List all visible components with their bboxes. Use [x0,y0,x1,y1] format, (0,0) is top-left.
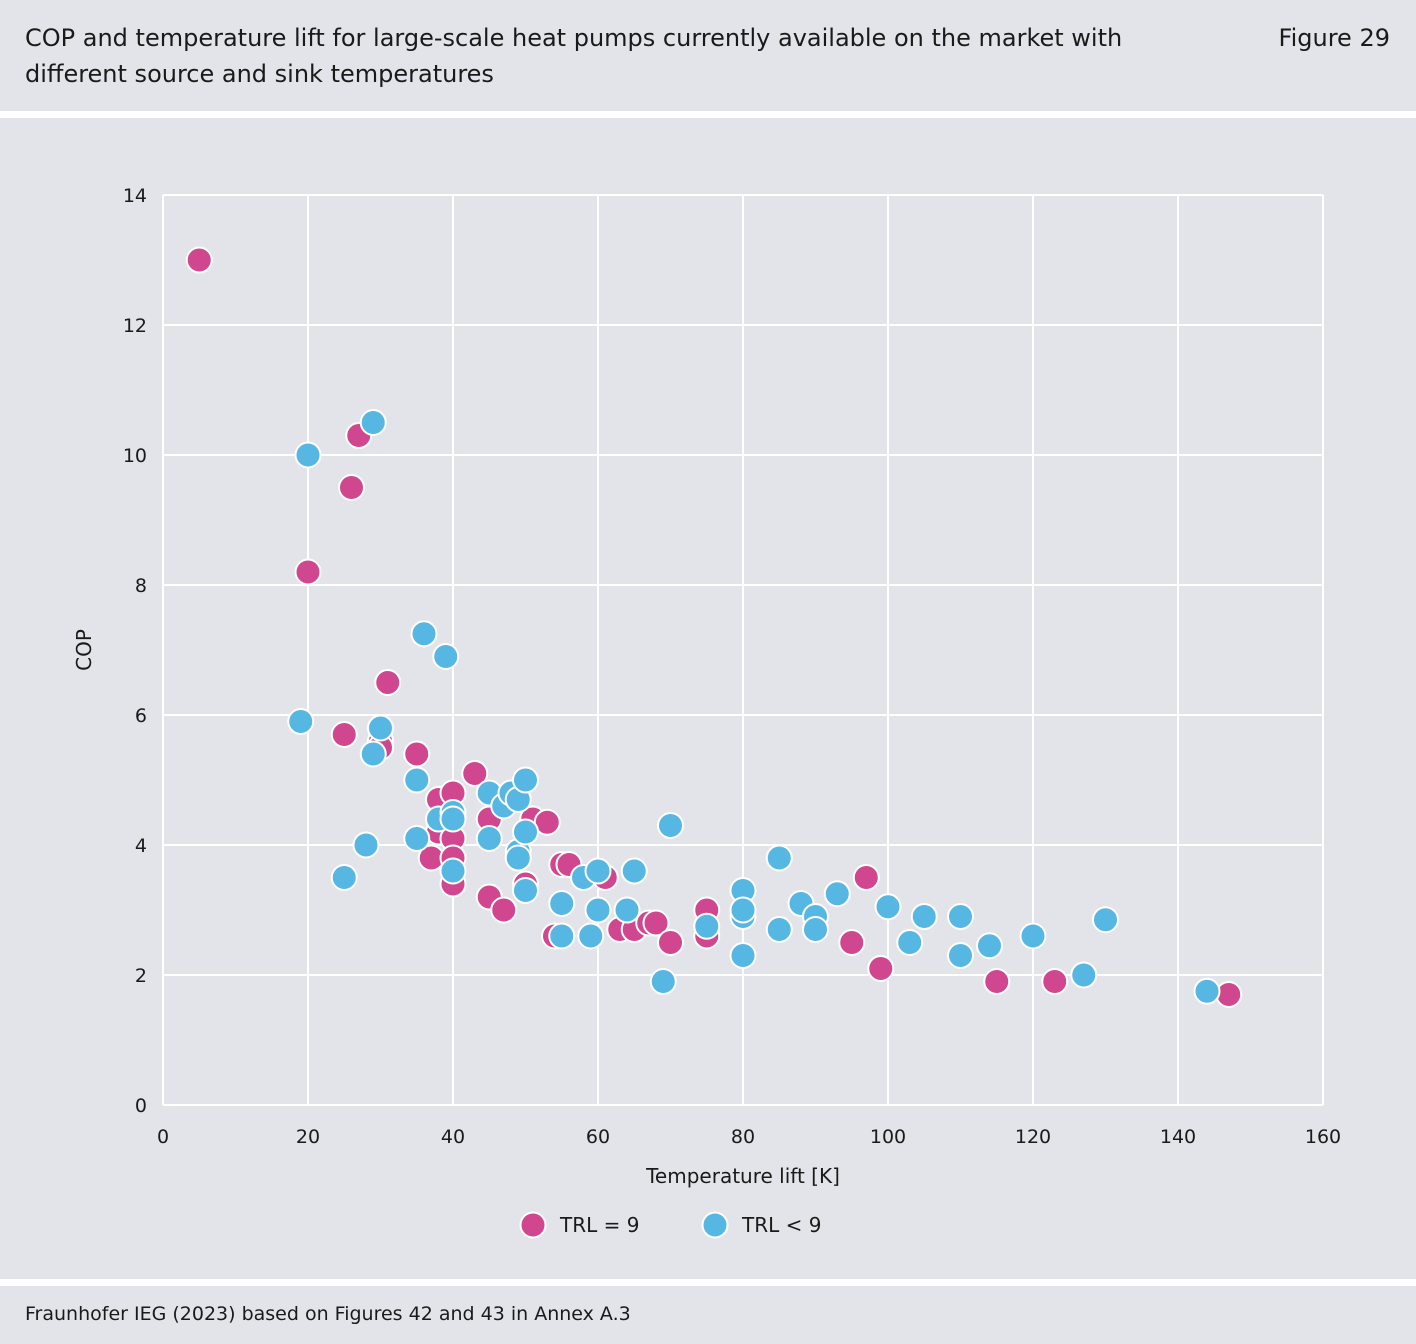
data-point-trl-lt-9 [765,844,793,872]
data-point-trl-lt-9 [432,643,460,670]
data-point-trl-9 [185,246,213,274]
x-axis-ticks: 0 20 40 60 80 100 120 140 160 [157,1126,1341,1148]
y-axis-ticks: 0 2 4 6 8 10 12 14 [123,185,147,1117]
y-tick-label: 6 [135,705,147,727]
data-point-trl-lt-9 [613,896,641,924]
data-point-trl-lt-9 [330,864,358,891]
x-tick-label: 120 [1015,1126,1051,1148]
y-tick-label: 12 [123,315,147,337]
data-point-trl-9 [983,968,1011,995]
data-point-trl-9 [461,760,489,787]
x-tick-label: 140 [1160,1126,1196,1148]
data-point-trl-9 [852,864,880,891]
legend-label-trl-9: TRL = 9 [559,1213,639,1237]
data-point-trl-lt-9 [1019,922,1047,950]
data-point-trl-lt-9 [504,844,532,872]
data-point-trl-lt-9 [403,825,431,852]
data-point-trl-9 [1041,968,1069,995]
scatter-chart: 0 20 40 60 80 100 120 140 160 0 2 4 6 8 10 12 14 Temper… [72,185,1341,1239]
data-point-trl-lt-9 [729,942,757,969]
data-point-trl-9 [294,558,322,586]
data-point-trl-9 [838,929,866,956]
x-tick-label: 20 [296,1126,320,1148]
data-point-trl-lt-9 [359,409,387,436]
y-tick-label: 8 [135,575,147,597]
data-point-trl-lt-9 [410,620,438,648]
y-tick-label: 10 [123,445,147,467]
figure-title: COP and temperature lift for large-scale… [25,24,1123,88]
data-point-trl-lt-9 [294,441,322,469]
data-point-trl-lt-9 [512,818,539,846]
data-point-trl-lt-9 [620,857,648,885]
data-point-trl-lt-9 [584,896,612,924]
data-point-trl-lt-9 [729,896,757,924]
x-axis-label: Temperature lift [K] [645,1164,840,1188]
y-tick-label: 0 [135,1095,147,1117]
x-tick-label: 80 [731,1126,755,1148]
data-point-trl-lt-9 [947,942,974,969]
data-point-trl-lt-9 [287,708,315,735]
y-tick-label: 14 [123,185,147,207]
figure-number: Figure 29 [1278,24,1390,52]
data-point-trl-9 [338,474,365,501]
figure-header: COP and temperature lift for large-scale… [0,0,1416,111]
x-tick-label: 60 [586,1126,610,1148]
x-tick-label: 160 [1305,1126,1341,1148]
data-point-trl-lt-9 [802,916,829,943]
data-point-trl-lt-9 [874,893,902,921]
data-point-trl-lt-9 [657,812,684,839]
data-point-trl-lt-9 [512,766,539,794]
y-tick-label: 2 [135,965,147,987]
legend-marker-trl-9 [519,1211,547,1239]
data-point-trl-9 [657,929,684,956]
figure-footer: Fraunhofer IEG (2023) based on Figures 4… [0,1286,1416,1344]
data-point-trl-9 [330,721,358,748]
data-point-trl-lt-9 [976,932,1003,960]
x-tick-label: 40 [441,1126,465,1148]
x-tick-label: 0 [157,1126,169,1148]
data-point-trl-lt-9 [548,890,576,917]
data-point-trl-lt-9 [359,740,387,768]
data-point-trl-lt-9 [1092,906,1119,934]
data-point-trl-lt-9 [1193,977,1221,1005]
legend-label-trl-lt-9: TRL < 9 [741,1213,821,1237]
legend-marker-trl-lt-9 [701,1211,729,1239]
data-point-trl-lt-9 [367,714,394,742]
data-point-trl-lt-9 [439,857,467,885]
data-point-trl-lt-9 [512,877,539,904]
data-point-trl-lt-9 [403,766,431,794]
data-point-trl-lt-9 [548,922,576,950]
data-point-trl-9 [403,740,431,768]
data-point-trl-lt-9 [693,912,721,940]
y-tick-label: 4 [135,835,147,857]
data-point-trl-lt-9 [352,831,380,859]
data-point-trl-lt-9 [439,805,467,833]
data-points [185,246,1243,1008]
chart-panel: 0 20 40 60 80 100 120 140 160 0 2 4 6 8 10 12 14 Temper… [0,118,1416,1279]
data-point-trl-9 [374,669,402,696]
data-point-trl-9 [490,896,518,924]
data-point-trl-lt-9 [947,903,974,930]
data-point-trl-lt-9 [896,929,924,956]
data-point-trl-lt-9 [765,916,793,943]
data-point-trl-lt-9 [823,880,851,908]
data-point-trl-9 [867,955,895,982]
data-point-trl-lt-9 [584,857,612,885]
data-point-trl-lt-9 [1070,961,1098,989]
x-tick-label: 100 [870,1126,906,1148]
data-point-trl-lt-9 [910,903,938,930]
data-point-trl-lt-9 [649,968,677,995]
source-note: Fraunhofer IEG (2023) based on Figures 4… [25,1303,631,1325]
y-axis-label: COP [72,629,96,671]
legend: TRL = 9 TRL < 9 [519,1211,821,1239]
data-point-trl-9 [642,909,670,937]
data-point-trl-lt-9 [475,825,503,852]
data-point-trl-lt-9 [577,922,605,950]
